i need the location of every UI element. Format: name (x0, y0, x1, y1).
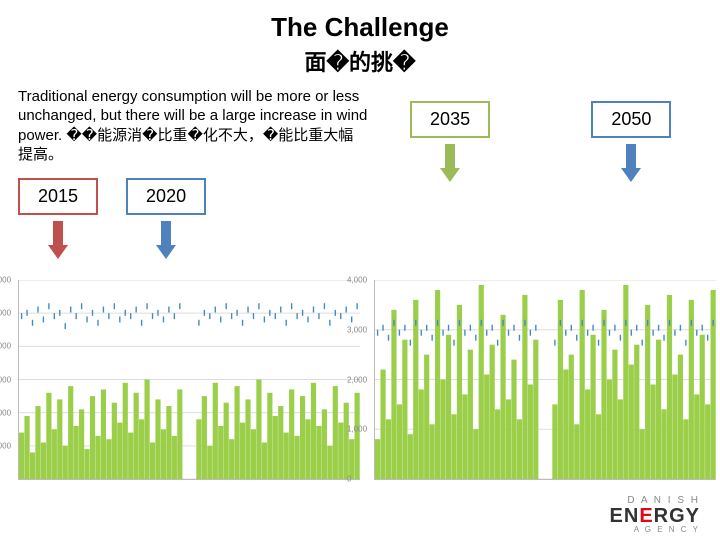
arrow-down-icon (440, 144, 460, 182)
logo-seg-c: RGY (654, 505, 700, 527)
slide-subtitle: 面�的挑� (18, 45, 702, 77)
logo-seg-b: E (639, 505, 653, 527)
charts-row: 01,0002,0003,0004,0005,0006,000 01,0002,… (18, 280, 702, 480)
logo-block: D A N I S H ENERGY A G E N C Y (610, 496, 700, 534)
year-2015-box: 2015 (18, 178, 98, 215)
year-2050-box: 2050 (591, 101, 671, 138)
right-column: 2035 2050 (379, 87, 702, 259)
arrow-down-icon (156, 221, 176, 259)
arrow-down-icon (48, 221, 68, 259)
logo-main: ENERGY (610, 506, 700, 526)
year-2035-col: 2035 (410, 101, 490, 182)
arrow-down-icon (621, 144, 641, 182)
body-row: Traditional energy consumption will be m… (18, 87, 702, 259)
year-2020-box: 2020 (126, 178, 206, 215)
logo-seg-a: EN (610, 505, 640, 527)
right-yearboxes: 2035 2050 (379, 101, 702, 182)
year-2015-col: 2015 (18, 178, 98, 259)
year-2050-col: 2050 (591, 101, 671, 182)
slide-root: The Challenge 面�的挑� Traditional energy c… (0, 0, 720, 540)
slide-title: The Challenge (18, 12, 702, 43)
description: Traditional energy consumption will be m… (18, 87, 367, 164)
logo-sub: A G E N C Y (610, 526, 700, 534)
year-2020-col: 2020 (126, 178, 206, 259)
left-column: Traditional energy consumption will be m… (18, 87, 367, 259)
left-yearboxes: 2015 2020 (18, 178, 367, 259)
chart-left: 01,0002,0003,0004,0005,0006,000 (18, 280, 360, 480)
chart-right: 01,0002,0003,0004,000 (374, 280, 716, 480)
year-2035-box: 2035 (410, 101, 490, 138)
footer-logo: D A N I S H ENERGY A G E N C Y (610, 496, 700, 534)
